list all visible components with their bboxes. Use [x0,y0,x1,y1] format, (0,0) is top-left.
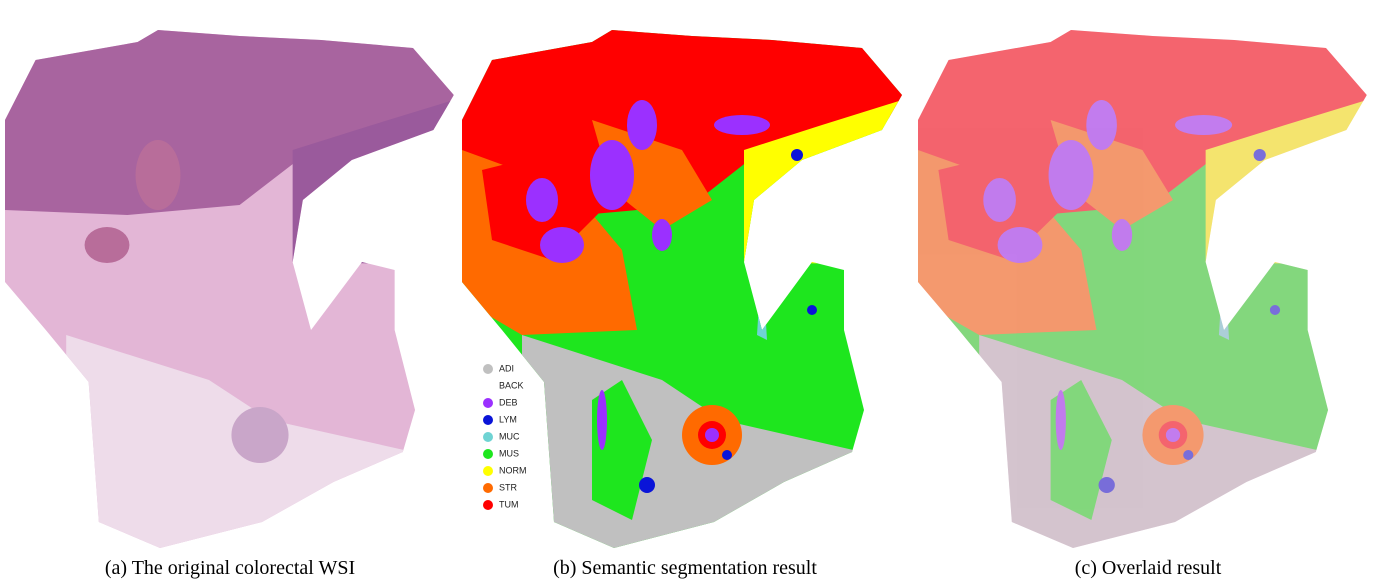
legend-label: DEB [499,397,518,407]
legend: ADI BACK DEB LYM MUC MUS NORM STR TUM [483,363,527,510]
caption: (b) Semantic segmentation result [553,557,817,579]
legend-swatch [483,398,493,408]
legend-swatch [483,381,493,391]
tissue-vessel [231,407,288,463]
overlay-map [918,0,1376,560]
panel-overlay [918,0,1376,560]
legend-swatch [483,415,493,425]
legend-swatch [483,466,493,476]
legend-label: TUM [499,499,519,509]
legend-swatch [483,432,493,442]
figure: ADI BACK DEB LYM MUC MUS NORM STR TUM (a) The or… [0,0,1376,588]
segmentation-map [462,0,922,560]
legend-label: LYM [499,414,517,424]
tissue-gland [136,140,181,210]
panel-segmentation: ADI BACK DEB LYM MUC MUS NORM STR TUM [462,0,922,560]
legend-swatch [483,449,493,459]
tissue-tumor [5,0,474,215]
legend-label: MUC [499,431,520,441]
legend-label: NORM [499,465,527,475]
legend-label: MUS [499,448,519,458]
legend-swatch [483,364,493,374]
legend-label: STR [499,482,518,492]
legend-swatch [483,483,493,493]
legend-label: BACK [499,380,524,390]
panel-original [5,0,474,560]
caption: (c) Overlaid result [1075,557,1222,579]
caption: (a) The original colorectal WSI [105,557,355,579]
legend-label: ADI [499,363,514,373]
tissue-gland [85,227,130,263]
legend-swatch [483,500,493,510]
